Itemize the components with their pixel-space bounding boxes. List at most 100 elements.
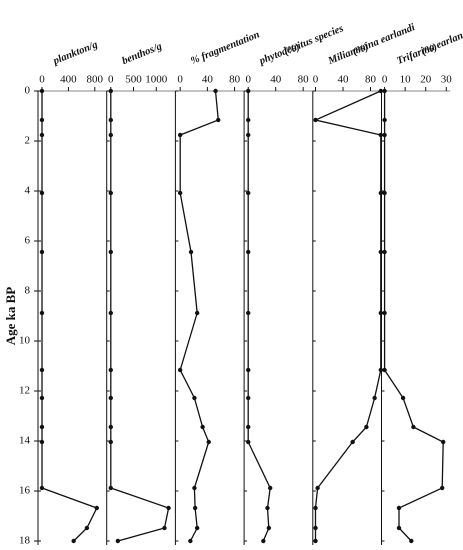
data-point xyxy=(364,424,369,430)
data-point xyxy=(192,395,197,401)
x-tick-label: 1000 xyxy=(145,74,168,86)
x-tick-label: 0 xyxy=(313,74,319,86)
data-point xyxy=(39,132,45,138)
x-tick-label: 40 xyxy=(202,74,214,86)
x-tick-label: 10 xyxy=(400,74,412,86)
data-point xyxy=(246,439,251,445)
data-point xyxy=(39,88,45,94)
data-point xyxy=(194,310,200,316)
data-point xyxy=(39,117,45,123)
data-point xyxy=(261,538,266,544)
data-point xyxy=(39,395,45,401)
x-tick-label: 0 xyxy=(108,74,114,86)
data-point xyxy=(108,117,113,123)
y-tick-label: 6 xyxy=(25,235,31,247)
data-point xyxy=(108,249,113,255)
data-point xyxy=(246,88,251,94)
x-tick-label: 0 xyxy=(39,74,45,86)
data-line xyxy=(313,90,382,541)
data-line xyxy=(247,91,271,542)
data-point xyxy=(108,190,113,196)
data-point xyxy=(372,395,377,401)
data-point xyxy=(382,117,387,123)
x-tick-label: 800 xyxy=(87,74,104,86)
data-point xyxy=(396,505,402,511)
data-point xyxy=(108,132,113,138)
data-point xyxy=(108,424,113,430)
data-point xyxy=(246,310,251,316)
y-tick-label: 2 xyxy=(25,135,31,147)
y-tick-label: 12 xyxy=(19,385,30,397)
data-point xyxy=(266,525,272,531)
data-point xyxy=(108,88,113,94)
data-point xyxy=(382,132,387,138)
data-point xyxy=(382,88,387,94)
data-point xyxy=(194,525,200,531)
data-point xyxy=(188,249,194,255)
data-point xyxy=(382,249,387,255)
data-point xyxy=(216,117,221,123)
y-tick-label: 14 xyxy=(19,435,31,447)
data-line xyxy=(110,91,170,542)
x-tick-label: 40 xyxy=(270,74,282,86)
panel-title: plankton/g xyxy=(51,39,99,67)
panel-title: % fragmentation xyxy=(189,29,261,67)
x-tick-label: 0 xyxy=(382,74,388,86)
x-tick-label: 20 xyxy=(420,74,432,86)
y-tick-label: 10 xyxy=(19,335,31,347)
data-point xyxy=(108,367,113,373)
data-point xyxy=(192,485,197,491)
data-point xyxy=(246,367,251,373)
data-point xyxy=(177,132,183,138)
x-tick-label: 30 xyxy=(441,74,453,86)
data-point xyxy=(350,439,355,445)
panel-unit: (%) xyxy=(283,42,302,58)
data-point xyxy=(441,439,446,445)
data-point xyxy=(39,439,45,445)
data-point xyxy=(39,367,45,373)
data-point xyxy=(108,485,113,491)
data-point xyxy=(192,505,198,511)
data-point xyxy=(396,525,402,531)
data-point xyxy=(39,485,45,491)
data-point xyxy=(94,505,99,511)
data-point xyxy=(108,310,113,316)
data-point xyxy=(39,424,45,430)
data-point xyxy=(382,310,387,316)
data-point xyxy=(382,190,387,196)
data-point xyxy=(378,367,384,373)
data-point xyxy=(411,424,416,430)
data-line xyxy=(383,91,444,542)
data-point xyxy=(39,249,45,255)
data-point xyxy=(315,485,320,491)
data-point xyxy=(206,439,211,445)
data-point xyxy=(166,505,171,511)
x-tick-label: 80 xyxy=(298,74,310,86)
y-tick-label: 16 xyxy=(19,485,31,497)
data-point xyxy=(265,505,270,511)
x-tick-label: 80 xyxy=(229,74,241,86)
data-point xyxy=(246,132,251,138)
y-axis-label: Age ka BP xyxy=(3,287,18,346)
data-point xyxy=(313,525,318,531)
data-point xyxy=(246,424,251,430)
data-point xyxy=(188,538,193,544)
data-point xyxy=(71,538,76,544)
data-line xyxy=(41,91,98,542)
x-tick-label: 0 xyxy=(177,74,183,86)
data-point xyxy=(313,117,318,123)
panel-unit: (%) xyxy=(420,42,439,58)
data-point xyxy=(108,439,113,445)
panel-unit: (%) xyxy=(351,42,370,58)
data-point xyxy=(177,190,183,196)
data-point xyxy=(39,190,45,196)
y-tick-label: 4 xyxy=(25,185,31,197)
data-point xyxy=(246,190,251,196)
data-point xyxy=(246,117,251,123)
x-tick-label: 0 xyxy=(245,74,251,86)
data-point xyxy=(313,505,318,511)
y-tick-label: 0 xyxy=(25,85,31,97)
data-point xyxy=(439,485,445,491)
data-point xyxy=(268,485,273,491)
data-point xyxy=(39,310,45,316)
